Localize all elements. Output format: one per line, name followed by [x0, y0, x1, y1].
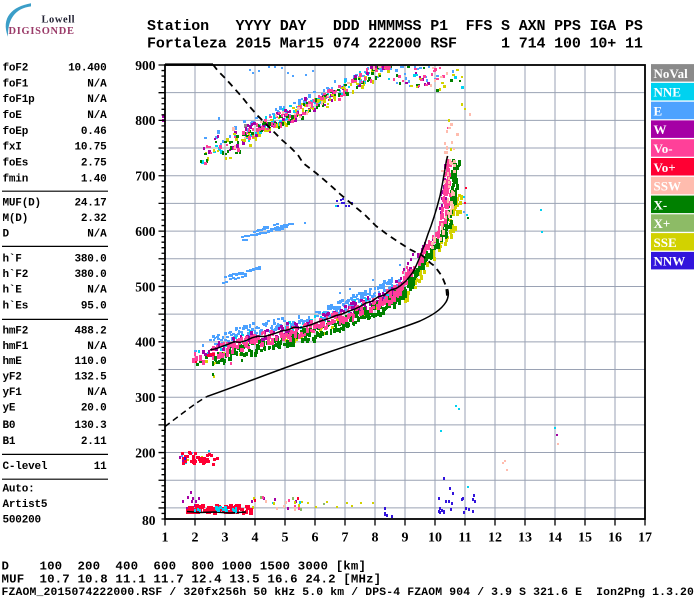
svg-text:Station YYYY DAY DDD HMMMS: Station YYYY DAY DDD HMMMSS P1 FFS S AXN…	[147, 18, 643, 52]
svg-text:FZAOM_2015074222000.RSF / 320f: FZAOM_2015074222000.RSF / 320fx256h 50 k…	[2, 587, 695, 599]
svg-text:NNE: NNE	[654, 85, 681, 100]
svg-text:NNW: NNW	[654, 254, 686, 269]
svg-text:D 100 200 400 600 800 1: D 100 200 400 600 800 1000 1500 3000 [km…	[2, 560, 382, 587]
svg-text:X-: X-	[654, 197, 668, 212]
svg-text:Vo-: Vo-	[654, 141, 673, 156]
svg-text:X+: X+	[654, 216, 671, 231]
svg-text:SSW: SSW	[654, 179, 681, 194]
svg-text:E: E	[654, 104, 663, 119]
svg-text:Vo+: Vo+	[654, 160, 676, 175]
svg-text:W: W	[654, 122, 667, 137]
svg-text:NoVal: NoVal	[654, 66, 689, 81]
svg-text:SSE: SSE	[654, 235, 677, 250]
svg-text:DIGISONDE: DIGISONDE	[9, 26, 75, 37]
svg-text:Lowell: Lowell	[42, 15, 76, 26]
